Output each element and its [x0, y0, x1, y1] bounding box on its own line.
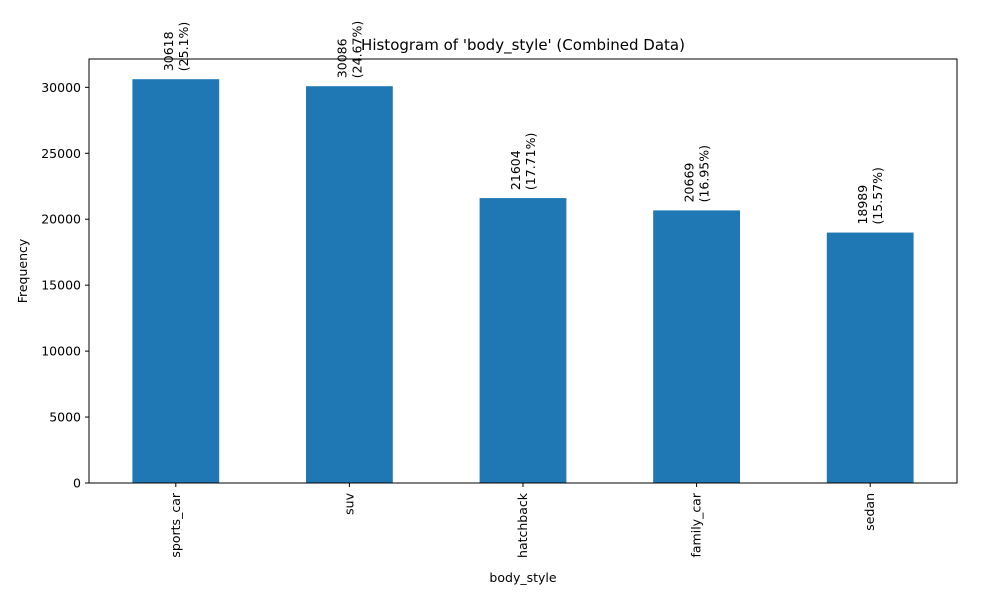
data-label-percent: (15.57%)	[870, 167, 885, 224]
x-tick-label: sedan	[862, 493, 877, 531]
y-tick-label: 0	[73, 476, 81, 491]
data-label-count: 21604	[508, 150, 523, 190]
data-label: 30086(24.67%)	[334, 21, 364, 78]
bar-suv	[306, 86, 393, 484]
data-label: 21604(17.71%)	[508, 133, 538, 190]
bar-sports-car	[132, 79, 220, 483]
data-label-count: 20669	[682, 163, 697, 203]
data-label-percent: (24.67%)	[349, 21, 364, 78]
x-axis: sports_car suv hatchback family_car sedan	[168, 483, 877, 558]
y-tick-label: 5000	[49, 410, 81, 425]
y-tick-label: 30000	[41, 80, 81, 95]
bars-group	[132, 79, 914, 484]
bar-family-car	[653, 210, 740, 483]
y-tick-label: 10000	[41, 344, 81, 359]
data-label-percent: (16.95%)	[697, 145, 712, 202]
chart-title: Histogram of 'body_style' (Combined Data…	[361, 36, 685, 55]
y-tick-label: 15000	[41, 278, 81, 293]
x-tick-label: suv	[341, 492, 356, 514]
y-tick-label: 25000	[41, 146, 81, 161]
data-label: 18989(15.57%)	[855, 167, 885, 224]
data-labels-group: 30618(25.1%) 30086(24.67%) 21604(17.71%) 20…	[161, 21, 885, 225]
y-axis: 0 5000 10000 15000 20000 25000 30000	[41, 80, 89, 491]
x-tick-label: family_car	[689, 492, 704, 557]
y-tick-label: 20000	[41, 212, 81, 227]
y-axis-title: Frequency	[15, 238, 30, 303]
x-tick-label: hatchback	[515, 492, 530, 558]
data-label-count: 30086	[334, 38, 349, 78]
x-tick-label: sports_car	[168, 492, 183, 557]
data-label-percent: (25.1%)	[176, 22, 191, 71]
data-label-count: 30618	[161, 31, 176, 71]
bar-sedan	[826, 232, 914, 483]
data-label: 20669(16.95%)	[682, 145, 712, 202]
data-label-percent: (17.71%)	[523, 133, 538, 190]
data-label-count: 18989	[855, 185, 870, 225]
x-axis-title: body_style	[489, 570, 556, 585]
bar-hatchback	[479, 198, 567, 483]
